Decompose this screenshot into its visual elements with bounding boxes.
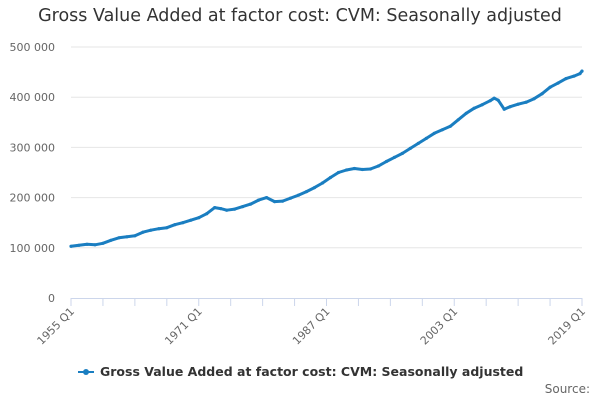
data-point[interactable]	[488, 99, 492, 103]
data-point[interactable]	[225, 208, 229, 212]
data-point[interactable]	[508, 105, 512, 109]
data-point[interactable]	[368, 167, 372, 171]
data-point[interactable]	[69, 244, 73, 248]
data-point[interactable]	[424, 136, 428, 140]
data-point[interactable]	[352, 166, 356, 171]
x-tick-label: 1971 Q1	[162, 305, 205, 348]
data-point[interactable]	[273, 200, 277, 204]
data-point[interactable]	[281, 199, 285, 203]
data-point[interactable]	[344, 168, 349, 172]
data-point[interactable]	[320, 181, 325, 185]
data-point[interactable]	[572, 74, 576, 78]
data-point[interactable]	[213, 206, 217, 210]
data-point[interactable]	[472, 106, 476, 110]
data-point[interactable]	[556, 81, 560, 85]
x-axis: 1955 Q1 1971 Q1 1987 Q1 2003 Q1 2019 Q1	[35, 298, 589, 348]
data-point[interactable]	[257, 198, 261, 202]
data-point[interactable]	[480, 103, 484, 107]
gridlines	[71, 46, 582, 249]
data-point[interactable]	[416, 141, 420, 145]
data-point[interactable]	[141, 230, 145, 234]
data-point[interactable]	[432, 131, 436, 135]
legend[interactable]: Gross Value Added at factor cost: CVM: S…	[78, 364, 523, 379]
data-point[interactable]	[297, 193, 301, 197]
data-point[interactable]	[101, 241, 105, 245]
data-point[interactable]	[464, 111, 468, 115]
data-point[interactable]	[109, 238, 113, 242]
data-point[interactable]	[376, 164, 380, 168]
data-point[interactable]	[219, 207, 223, 211]
data-point[interactable]	[578, 72, 582, 76]
data-point[interactable]	[77, 243, 81, 247]
data-point[interactable]	[233, 207, 237, 211]
data-point[interactable]	[93, 243, 97, 247]
data-point[interactable]	[448, 124, 452, 128]
x-tick-label: 2003 Q1	[418, 305, 461, 348]
data-point[interactable]	[496, 98, 500, 102]
series-group	[69, 69, 584, 248]
data-point[interactable]	[564, 77, 568, 81]
data-point[interactable]	[241, 205, 245, 209]
data-point[interactable]	[85, 242, 89, 246]
y-axis-labels: 0 100 000 200 000 300 000 400 000 500 000	[10, 41, 56, 305]
data-point[interactable]	[133, 234, 137, 238]
legend-label: Gross Value Added at factor cost: CVM: S…	[100, 364, 524, 379]
data-point[interactable]	[502, 107, 506, 111]
data-point[interactable]	[205, 212, 209, 216]
x-tick-label: 1987 Q1	[290, 305, 333, 348]
data-point[interactable]	[181, 221, 185, 225]
data-point[interactable]	[540, 92, 544, 96]
data-point[interactable]	[312, 186, 317, 190]
data-point[interactable]	[440, 128, 444, 132]
data-point[interactable]	[289, 196, 293, 200]
data-point[interactable]	[360, 167, 364, 172]
data-point[interactable]	[125, 235, 129, 239]
y-tick-label: 200 000	[10, 192, 56, 205]
data-point[interactable]	[524, 100, 528, 104]
data-point[interactable]	[456, 118, 460, 122]
data-point[interactable]	[249, 202, 253, 206]
y-tick-label: 0	[48, 292, 55, 305]
data-point[interactable]	[516, 102, 520, 106]
data-point[interactable]	[328, 175, 333, 180]
source-label: Source:	[544, 382, 590, 396]
x-tick-label: 1955 Q1	[35, 305, 78, 348]
x-tick-label: 2019 Q1	[546, 305, 589, 348]
legend-swatch-icon	[78, 366, 94, 378]
data-point[interactable]	[165, 226, 169, 230]
y-tick-label: 100 000	[10, 242, 56, 255]
data-point[interactable]	[157, 227, 161, 231]
y-tick-label: 500 000	[10, 41, 56, 54]
data-point[interactable]	[384, 159, 388, 164]
data-point[interactable]	[400, 151, 404, 155]
data-point[interactable]	[189, 218, 193, 222]
y-tick-label: 300 000	[10, 141, 56, 154]
data-point[interactable]	[173, 223, 177, 227]
data-point[interactable]	[149, 228, 153, 232]
data-point[interactable]	[408, 146, 412, 150]
data-point[interactable]	[580, 69, 584, 73]
data-point[interactable]	[492, 96, 496, 100]
y-tick-label: 400 000	[10, 91, 56, 104]
chart-title: Gross Value Added at factor cost: CVM: S…	[38, 6, 562, 26]
data-point[interactable]	[197, 216, 201, 220]
data-point[interactable]	[532, 97, 536, 101]
data-point[interactable]	[392, 155, 396, 159]
legend-swatch-dot	[83, 368, 89, 375]
data-point[interactable]	[304, 190, 309, 194]
data-point[interactable]	[117, 236, 121, 240]
data-point[interactable]	[548, 85, 552, 89]
data-point[interactable]	[336, 170, 341, 175]
data-point[interactable]	[265, 196, 269, 200]
